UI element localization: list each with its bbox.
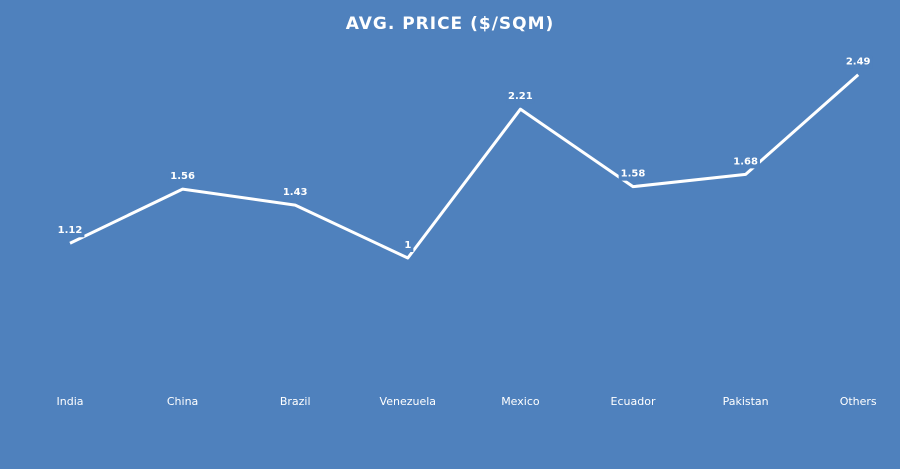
x-tick-label: Mexico (501, 395, 540, 408)
data-label: 1.12 (58, 225, 83, 236)
data-label: 1.58 (621, 169, 646, 180)
data-label-bg (280, 186, 310, 200)
data-label-bg (731, 155, 760, 169)
x-tick-label: Pakistan (723, 395, 769, 408)
data-label: 1.43 (283, 187, 308, 198)
data-label-bg (506, 90, 535, 104)
data-label-bg (843, 55, 873, 69)
x-tick-label: Ecuador (611, 395, 656, 408)
line (69, 73, 860, 260)
chart-title: AVG. PRICE ($/SQM) (346, 14, 555, 34)
x-tick-label: Brazil (280, 395, 311, 408)
x-tick-label: China (167, 395, 198, 408)
data-label-bg (618, 167, 648, 181)
x-tick-label: Others (840, 395, 877, 408)
data-label: 1.56 (170, 171, 195, 182)
data-label: 2.21 (508, 91, 533, 102)
data-label: 2.49 (846, 57, 871, 68)
x-tick-label: India (57, 395, 84, 408)
data-label-bg (55, 224, 85, 238)
data-label: 1 (404, 240, 411, 251)
data-label-bg (168, 170, 197, 184)
x-tick-label: Venezuela (380, 395, 437, 408)
data-label-bg (402, 239, 414, 252)
data-label: 1.68 (733, 156, 758, 167)
